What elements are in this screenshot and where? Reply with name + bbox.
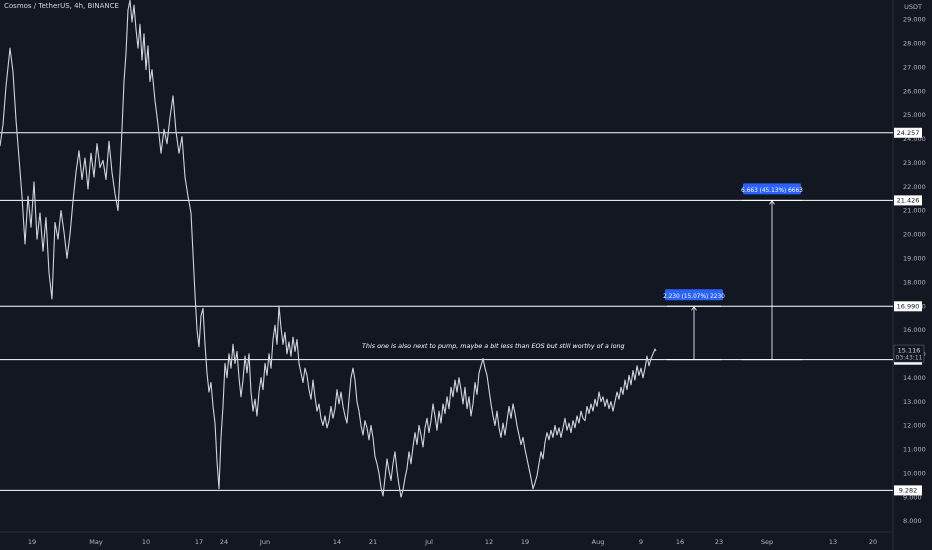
x-tick-label: 23 xyxy=(715,538,723,546)
x-tick-label: 24 xyxy=(220,538,228,546)
y-tick-label: 13.000 xyxy=(903,398,926,406)
x-tick-label: Aug xyxy=(592,538,605,546)
x-tick-label: 20 xyxy=(869,538,877,546)
y-tick-label: 28.000 xyxy=(903,40,926,48)
y-tick-label: 14.000 xyxy=(903,374,926,382)
level-price-label: 24.257 xyxy=(897,129,920,137)
horizontal-levels xyxy=(0,132,893,491)
x-tick-label: 17 xyxy=(195,538,203,546)
level-price-tag xyxy=(894,127,922,138)
y-tick-label: 22.000 xyxy=(903,183,926,191)
x-tick-label: 19 xyxy=(28,538,36,546)
x-tick-label: 21 xyxy=(369,538,377,546)
level-price-tag xyxy=(894,195,922,206)
level-price-tag xyxy=(894,301,922,312)
price-line xyxy=(0,0,657,498)
x-tick-label: 9 xyxy=(639,538,643,546)
annotation-text: This one is also next to pump, maybe a b… xyxy=(362,342,625,350)
measure-label-box xyxy=(743,183,801,195)
y-tick-label: 9.000 xyxy=(903,493,922,501)
measure-arrow-head xyxy=(691,306,697,311)
measure-label: 2.230 (15.07%) 2230 xyxy=(663,294,725,300)
y-tick-label: 24.000 xyxy=(903,135,926,143)
level-price-label: 9.282 xyxy=(899,487,918,495)
price-series xyxy=(0,0,657,498)
y-tick-label: 23.000 xyxy=(903,159,926,167)
y-tick-label: 8.000 xyxy=(903,517,922,525)
time-axis: 19 May 10 17 24 Jun 14 21 Jul 12 19 Aug 9 16 23 Sep 13 20 xyxy=(28,538,877,546)
level-price-tag xyxy=(894,485,922,496)
text-annotations: This one is also next to pump, maybe a b… xyxy=(361,340,625,350)
y-tick-label: 19.000 xyxy=(903,255,926,263)
symbol-title[interactable]: Cosmos / TetherUS, 4h, BINANCE xyxy=(4,2,119,10)
measure-label-box xyxy=(665,289,723,301)
level-price-label: 21.426 xyxy=(897,197,920,205)
x-tick-label: Sep xyxy=(761,538,773,546)
y-tick-label: 29.000 xyxy=(903,16,926,24)
measure-tools: 2.230 (15.07%) 2230 6.663 (45.13%) 6663 xyxy=(663,183,803,361)
current-price-tag xyxy=(893,344,925,363)
x-tick-label: 14 xyxy=(333,538,341,546)
annotation-background xyxy=(361,340,609,350)
x-tick-label: 12 xyxy=(485,538,493,546)
y-tick-label: 10.000 xyxy=(903,469,926,477)
x-tick-label: 16 xyxy=(676,538,684,546)
measure-arrow-head xyxy=(769,200,775,205)
y-tick-label: 12.000 xyxy=(903,422,926,430)
y-tick-label: 27.000 xyxy=(903,63,926,71)
x-tick-label: 10 xyxy=(142,538,150,546)
y-tick-label: 20.000 xyxy=(903,231,926,239)
current-price-label: 15.116 xyxy=(898,347,921,355)
x-tick-label: Jul xyxy=(424,538,433,546)
y-tick-label: 18.000 xyxy=(903,278,926,286)
y-tick-label: 25.000 xyxy=(903,111,926,119)
x-tick-label: 19 xyxy=(521,538,529,546)
measure-label: 6.663 (45.13%) 6663 xyxy=(741,188,803,194)
x-tick-label: Jun xyxy=(259,538,270,546)
x-tick-label: May xyxy=(89,538,103,546)
y-tick-label: 21.000 xyxy=(903,207,926,215)
y-tick-label: 11.000 xyxy=(903,446,926,454)
y-tick-label: 26.000 xyxy=(903,87,926,95)
y-tick-label: 16.000 xyxy=(903,326,926,334)
bar-countdown-label: 03:43:11 xyxy=(896,355,923,362)
x-tick-label: 13 xyxy=(829,538,837,546)
currency-label: USDT xyxy=(904,3,922,11)
price-axis-labels: 24.25721.42616.99014.7569.28215.11603:43… xyxy=(893,127,925,496)
level-price-label: 16.990 xyxy=(897,303,920,311)
